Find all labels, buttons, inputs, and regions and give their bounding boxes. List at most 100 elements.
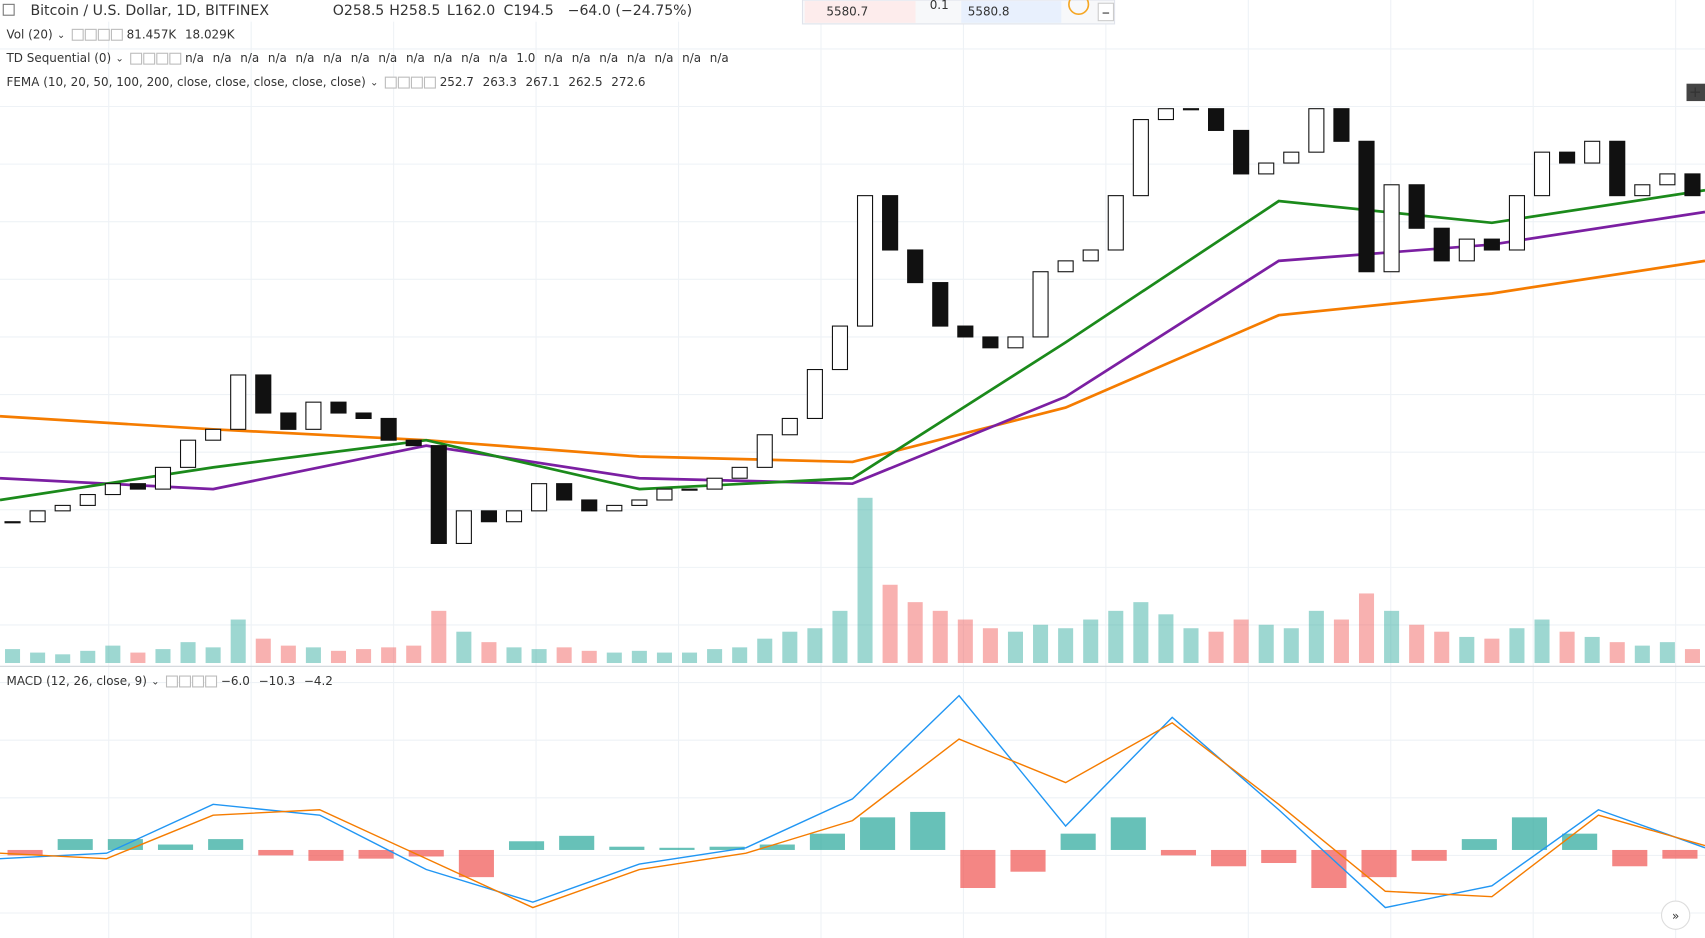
candle bbox=[656, 488, 673, 501]
volume-bar bbox=[1634, 645, 1650, 664]
candle bbox=[280, 412, 297, 430]
candle bbox=[631, 499, 648, 506]
moving-average bbox=[0, 259, 1705, 464]
add-button[interactable] bbox=[1686, 83, 1705, 102]
candle bbox=[1659, 173, 1676, 186]
candle bbox=[29, 510, 46, 523]
indicator-value: 263.3 bbox=[483, 75, 517, 89]
volume-bar bbox=[1283, 628, 1299, 664]
candle bbox=[1634, 184, 1651, 197]
volume-bar bbox=[1384, 610, 1400, 664]
volume-bar bbox=[5, 649, 21, 664]
candle bbox=[681, 488, 698, 491]
candle bbox=[1182, 108, 1200, 111]
candle bbox=[882, 195, 899, 251]
symbol-title[interactable]: Bitcoin / U.S. Dollar, 1D, BITFINEX bbox=[30, 3, 269, 19]
candle bbox=[831, 325, 849, 371]
indicator-name[interactable]: TD Sequential (0) bbox=[6, 51, 112, 65]
candle bbox=[79, 493, 96, 506]
candle bbox=[1333, 108, 1350, 142]
candle bbox=[1559, 151, 1576, 164]
volume-bar bbox=[431, 610, 447, 664]
candle bbox=[4, 521, 21, 524]
dropdown-icon: ⌄ bbox=[151, 676, 159, 687]
scroll-button[interactable] bbox=[1660, 900, 1691, 930]
indicator-button[interactable] bbox=[110, 28, 123, 41]
dropdown-icon: ⌄ bbox=[115, 54, 123, 65]
histogram-bar bbox=[308, 849, 344, 861]
indicator-button[interactable] bbox=[130, 52, 143, 65]
volume-bar bbox=[957, 619, 973, 664]
indicator-value: n/a bbox=[296, 51, 315, 65]
candle bbox=[1533, 151, 1551, 197]
indicator-value: n/a bbox=[461, 51, 480, 65]
indicator-name[interactable]: Vol (20) bbox=[7, 27, 53, 41]
candle bbox=[1208, 108, 1225, 131]
candle bbox=[1082, 249, 1099, 262]
candle bbox=[932, 282, 949, 327]
volume-bar bbox=[1033, 624, 1049, 664]
indicator-button[interactable] bbox=[169, 52, 182, 65]
candle bbox=[1057, 260, 1074, 273]
ohlc-value: −64.0 (−24.75%) bbox=[568, 3, 693, 19]
collapse-button[interactable] bbox=[2, 3, 15, 16]
volume-bar bbox=[356, 649, 372, 664]
indicator-button[interactable] bbox=[165, 675, 178, 688]
buy-price[interactable]: 5580.8 bbox=[968, 4, 1010, 18]
indicator-value: n/a bbox=[378, 51, 397, 65]
candle bbox=[781, 417, 798, 436]
candle bbox=[380, 417, 397, 441]
volume-bar bbox=[1333, 619, 1349, 664]
indicator-name[interactable]: FEMA (10, 20, 50, 100, 200, close, close… bbox=[7, 75, 366, 89]
indicator-value: 252.7 bbox=[440, 75, 474, 89]
indicator-button[interactable] bbox=[84, 28, 97, 41]
histogram-bar bbox=[559, 835, 595, 850]
candle bbox=[1358, 140, 1375, 273]
dropdown-icon: ⌄ bbox=[57, 30, 65, 41]
histogram-bar bbox=[659, 847, 695, 850]
candle bbox=[255, 374, 272, 414]
volume-bar bbox=[1584, 636, 1600, 664]
indicator-button[interactable] bbox=[71, 28, 84, 41]
indicator-button[interactable] bbox=[397, 76, 410, 89]
indicator-button[interactable] bbox=[384, 76, 397, 89]
indicator-button[interactable] bbox=[423, 76, 436, 89]
volume-bar bbox=[1183, 628, 1199, 664]
spread: 0.1 bbox=[930, 0, 949, 12]
indicator-button[interactable] bbox=[143, 52, 156, 65]
minimize-button[interactable] bbox=[1097, 2, 1115, 22]
volume-bar bbox=[1108, 610, 1124, 664]
volume-bar bbox=[381, 647, 397, 664]
moving-average bbox=[0, 210, 1705, 491]
histogram-bar bbox=[258, 849, 294, 856]
indicator-button[interactable] bbox=[97, 28, 110, 41]
candle bbox=[1433, 227, 1450, 262]
volume-bar bbox=[1083, 619, 1099, 664]
indicator-value: 272.6 bbox=[611, 75, 645, 89]
macd-line bbox=[0, 694, 1705, 909]
info-icon[interactable] bbox=[1068, 0, 1090, 15]
histogram-bar bbox=[1060, 833, 1096, 850]
sell-button[interactable] bbox=[804, 1, 916, 23]
indicator-button[interactable] bbox=[192, 675, 205, 688]
candle bbox=[1233, 129, 1250, 175]
ohlc-value: O258.5 bbox=[333, 3, 385, 19]
indicator-button[interactable] bbox=[410, 76, 423, 89]
candle bbox=[405, 439, 422, 447]
indicator-value: n/a bbox=[434, 51, 453, 65]
volume-bar bbox=[80, 650, 96, 664]
indicator-name[interactable]: MACD (12, 26, close, 9) bbox=[7, 674, 147, 688]
indicator-button[interactable] bbox=[156, 52, 169, 65]
indicator-button[interactable] bbox=[179, 675, 191, 688]
indicator-value: n/a bbox=[268, 51, 287, 65]
indicator-button[interactable] bbox=[205, 675, 218, 688]
candle bbox=[556, 483, 573, 501]
buy-button[interactable] bbox=[961, 1, 1062, 23]
scroll-icon: » bbox=[1672, 909, 1679, 923]
volume-bar bbox=[656, 652, 672, 664]
indicator-value: 1.0 bbox=[516, 51, 535, 65]
volume-bar bbox=[1559, 631, 1575, 664]
histogram-bar bbox=[408, 849, 444, 857]
volume-bar bbox=[782, 631, 798, 664]
sell-price[interactable]: 5580.7 bbox=[826, 4, 868, 18]
